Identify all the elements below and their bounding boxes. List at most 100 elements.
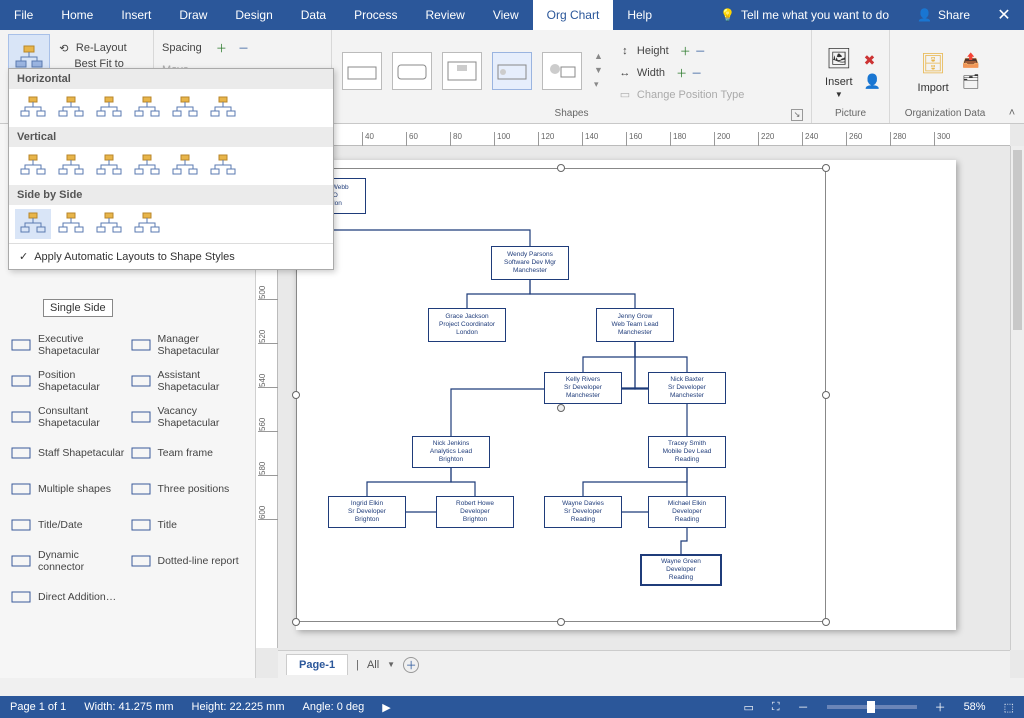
minus-icon[interactable]: － [238, 40, 249, 56]
plus-icon[interactable]: ＋ [216, 40, 227, 56]
dialog-launcher-icon[interactable]: ↘ [791, 109, 803, 121]
tell-me-search[interactable]: 💡Tell me what you want to do [706, 0, 903, 30]
menu-tab-view[interactable]: View [479, 0, 533, 30]
stencil-item[interactable]: Dotted-line report [130, 544, 246, 578]
import-button[interactable]: 🗄 Import [910, 48, 956, 94]
width-button[interactable]: ↔Width ＋－ [617, 63, 744, 83]
layout-thumb[interactable] [53, 209, 89, 239]
zoom-value[interactable]: 58% [964, 701, 986, 713]
selection-handle[interactable] [557, 164, 565, 172]
zoom-in-icon[interactable]: ＋ [935, 699, 946, 715]
layout-thumb[interactable] [167, 151, 203, 181]
insert-picture-button[interactable]: 🖼 Insert ▼ [820, 42, 858, 99]
selection-handle[interactable] [292, 391, 300, 399]
selection-handle[interactable] [292, 618, 300, 626]
selection-handle[interactable] [822, 164, 830, 172]
all-pages-button[interactable]: All [367, 659, 379, 671]
menu-tab-draw[interactable]: Draw [165, 0, 221, 30]
gallery-up-icon[interactable]: ▲ [594, 51, 603, 61]
layout-thumb[interactable] [91, 93, 127, 123]
stencil-item[interactable]: Team frame [130, 436, 246, 470]
export-icon[interactable]: 📤 [962, 52, 980, 69]
stencil-item[interactable]: Title/Date [10, 508, 126, 542]
spacing-button[interactable]: Spacing ＋ － [162, 38, 303, 58]
plus-icon[interactable]: ＋ [680, 43, 691, 59]
layout-thumb[interactable] [15, 93, 51, 123]
stencil-item[interactable]: Dynamic connector [10, 544, 126, 578]
rotation-handle[interactable] [557, 404, 565, 412]
selection-handle[interactable] [822, 618, 830, 626]
show-pic-icon[interactable]: 👤 [864, 73, 881, 90]
selection-handle[interactable] [822, 391, 830, 399]
fit-icon[interactable]: ⛶ [772, 701, 780, 714]
shape-style-3[interactable] [442, 52, 482, 90]
macro-icon[interactable]: ▶ [382, 701, 390, 714]
gallery-more-icon[interactable]: ▾ [594, 79, 603, 90]
add-page-button[interactable]: ＋ [403, 657, 419, 673]
changepos-button[interactable]: ▭Change Position Type [617, 85, 744, 105]
shape-style-1[interactable] [342, 52, 382, 90]
layout-thumb[interactable] [167, 93, 203, 123]
layout-thumb[interactable] [129, 93, 165, 123]
stencil-label: Direct Addition… [38, 591, 116, 603]
layout-thumb[interactable] [129, 151, 165, 181]
stencil-item[interactable]: Consultant Shapetacular [10, 400, 126, 434]
stencil-item[interactable]: Vacancy Shapetacular [130, 400, 246, 434]
collapse-ribbon-icon[interactable]: ˄ [1009, 107, 1015, 119]
layout-thumb[interactable] [91, 151, 127, 181]
layout-thumb[interactable] [53, 151, 89, 181]
import-icon: 🗄 [917, 48, 949, 80]
height-button[interactable]: ↕Height ＋－ [617, 41, 744, 61]
apply-auto-option[interactable]: ✓ Apply Automatic Layouts to Shape Style… [9, 243, 333, 269]
menu-tab-home[interactable]: Home [47, 0, 107, 30]
fit-page-icon[interactable]: ⬚ [1004, 701, 1014, 714]
layout-thumb[interactable] [53, 93, 89, 123]
stencil-item[interactable]: Three positions [130, 472, 246, 506]
zoom-slider[interactable] [827, 705, 917, 709]
menu-tab-design[interactable]: Design [221, 0, 286, 30]
menu-tab-insert[interactable]: Insert [107, 0, 165, 30]
layout-thumb[interactable] [205, 93, 241, 123]
status-height: Height: 22.225 mm [192, 701, 285, 713]
stencil-item[interactable]: Executive Shapetacular [10, 328, 126, 362]
layout-thumb[interactable] [15, 209, 51, 239]
page-tab[interactable]: Page-1 [286, 654, 348, 675]
stencil-item[interactable]: Position Shapetacular [10, 364, 126, 398]
stencil-item[interactable]: Manager Shapetacular [130, 328, 246, 362]
minus-icon[interactable]: － [691, 65, 702, 81]
minus-icon[interactable]: － [695, 43, 706, 59]
selection-handle[interactable] [557, 618, 565, 626]
menu-tab-file[interactable]: File [0, 0, 47, 30]
layout-thumb[interactable] [129, 209, 165, 239]
gallery-down-icon[interactable]: ▼ [594, 65, 603, 75]
shape-style-5[interactable] [542, 52, 582, 90]
import-label: Import [918, 82, 949, 94]
stencil-item[interactable]: Multiple shapes [10, 472, 126, 506]
layout-thumb[interactable] [205, 151, 241, 181]
stencil-item[interactable] [130, 580, 246, 614]
menu-tab-process[interactable]: Process [340, 0, 411, 30]
canvas[interactable]: 2040608010012014016018020022024026028030… [256, 124, 1024, 678]
menu-tab-review[interactable]: Review [411, 0, 478, 30]
menu-tab-org-chart[interactable]: Org Chart [533, 0, 614, 30]
layout-thumb[interactable] [91, 209, 127, 239]
menu-tab-data[interactable]: Data [287, 0, 340, 30]
shape-style-4[interactable] [492, 52, 532, 90]
compare-icon[interactable]: 🗂 [962, 73, 980, 90]
stencil-item[interactable]: Title [130, 508, 246, 542]
scrollbar-vertical[interactable] [1010, 146, 1024, 650]
stencil-item[interactable]: Direct Addition… [10, 580, 126, 614]
share-button[interactable]: 👤Share [903, 0, 984, 30]
delete-pic-icon[interactable]: ✖ [864, 52, 881, 69]
plus-icon[interactable]: ＋ [676, 65, 687, 81]
layout-thumb[interactable] [15, 151, 51, 181]
dropdown-icon[interactable]: ▼ [387, 660, 395, 669]
stencil-item[interactable]: Assistant Shapetacular [130, 364, 246, 398]
relayout-button[interactable]: ⟲Re-Layout [56, 38, 145, 58]
zoom-out-icon[interactable]: － [798, 699, 809, 715]
close-icon[interactable]: ✕ [984, 0, 1024, 30]
stencil-item[interactable]: Staff Shapetacular [10, 436, 126, 470]
shape-style-2[interactable] [392, 52, 432, 90]
menu-tab-help[interactable]: Help [613, 0, 666, 30]
presentation-icon[interactable]: ▭ [743, 701, 753, 714]
